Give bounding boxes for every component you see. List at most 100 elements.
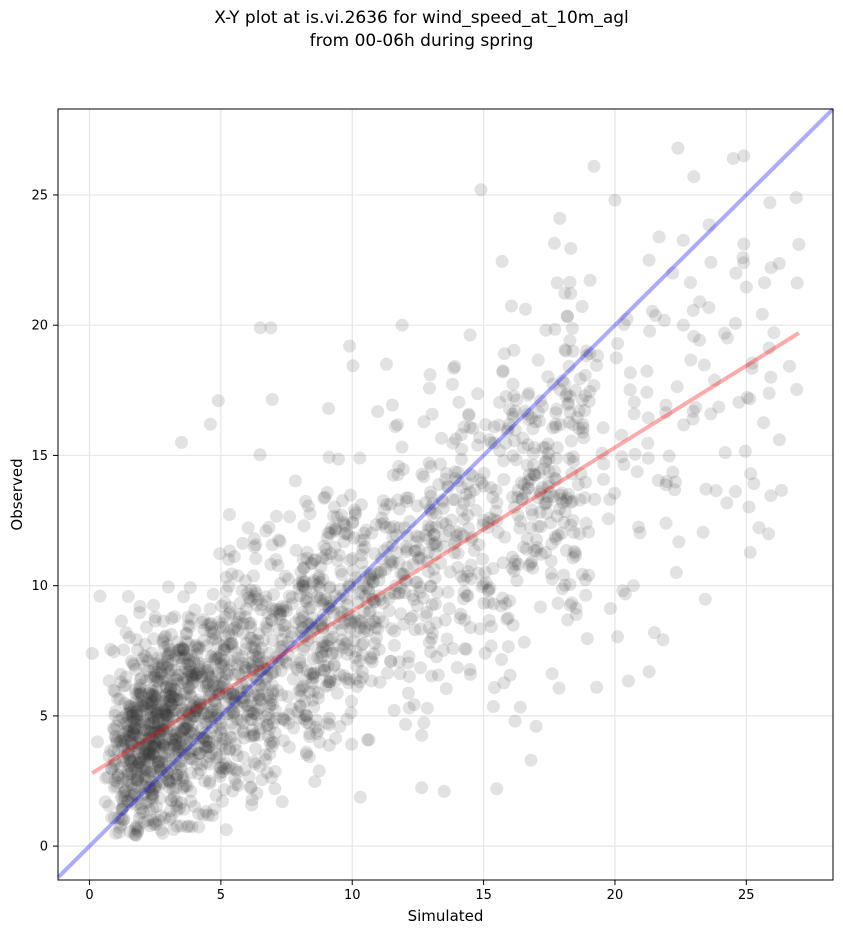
scatter-point [197,623,211,637]
scatter-point [409,529,423,543]
scatter-point [490,514,504,528]
scatter-point [223,654,237,668]
scatter-point [201,660,215,674]
scatter-point [233,607,247,621]
scatter-point [206,632,220,646]
scatter-point [127,827,141,841]
scatter-point [458,613,472,627]
scatter-point [319,592,333,606]
scatter-point [342,614,356,628]
scatter-point [561,613,575,627]
scatter-point [219,696,233,710]
scatter-point [328,524,342,538]
scatter-point [415,467,429,481]
scatter-point [578,368,592,382]
scatter-point [376,494,390,508]
scatter-point [139,744,153,758]
x-tick-label: 15 [475,888,492,903]
scatter-point [498,530,512,544]
scatter-point [611,630,624,644]
scatter-point [122,724,136,737]
scatter-point [151,725,165,739]
scatter-point [618,587,632,601]
scatter-point [349,672,363,686]
scatter-point [167,691,181,705]
scatter-point [293,699,307,713]
scatter-point [337,641,350,655]
scatter-point [116,789,130,803]
scatter-point [409,544,423,558]
scatter-point [402,670,416,683]
scatter-point [253,759,267,773]
scatter-point [132,730,146,744]
scatter-point [107,811,121,825]
scatter-point [215,671,229,685]
scatter-point [481,516,495,530]
scatter-point [261,729,275,743]
scatter-point [176,745,190,759]
scatter-point [115,812,129,826]
scatter-point [269,553,283,567]
scatter-point [278,625,292,639]
scatter-point [418,496,432,510]
scatter-point [144,751,157,765]
scatter-point [152,661,166,675]
scatter-point [185,670,199,683]
scatter-point [384,654,398,668]
scatter-point [549,532,563,546]
scatter-point [347,634,361,647]
scatter-point [355,638,369,652]
scatter-point [349,571,363,585]
scatter-point [252,646,265,660]
scatter-point [370,631,383,645]
scatter-point [223,508,236,521]
scatter-point [303,730,317,744]
scatter-point [410,499,424,513]
scatter-point [122,700,136,714]
scatter-point [360,581,374,595]
scatter-point [264,697,278,711]
scatter-point [180,820,194,834]
scatter-point [266,687,280,701]
scatter-point [477,596,491,610]
scatter-point [108,774,122,787]
scatter-point [457,512,471,526]
scatter-point [207,679,221,693]
scatter-point [369,621,382,635]
scatter-point [285,597,299,611]
scatter-point [294,689,308,703]
scatter-point [409,575,423,589]
scatter-point [152,674,166,688]
scatter-point [143,744,157,758]
scatter-point [146,768,160,781]
scatter-point [118,789,132,803]
scatter-point [207,703,221,717]
scatter-point [533,414,546,428]
scatter-point [595,446,609,460]
scatter-point [323,601,337,615]
scatter-point [157,735,170,749]
scatter-point [163,701,177,714]
scatter-point [127,722,141,736]
scatter-point [508,554,522,568]
scatter-point [128,721,142,735]
scatter-point [147,688,161,702]
scatter-point [296,610,310,624]
scatter-point [548,530,562,544]
scatter-point [683,276,697,290]
scatter-point [192,747,206,761]
scatter-point [293,653,307,667]
scatter-point [337,669,351,683]
scatter-point [408,623,422,637]
scatter-point [344,706,358,720]
scatter-point [616,584,630,598]
scatter-point [183,712,197,726]
scatter-point [124,755,138,769]
scatter-point [290,661,304,674]
scatter-point [449,534,463,548]
scatter-point [173,730,187,744]
scatter-point [429,536,442,550]
scatter-point [597,457,611,471]
scatter-point [133,732,147,746]
scatter-point [242,591,256,604]
